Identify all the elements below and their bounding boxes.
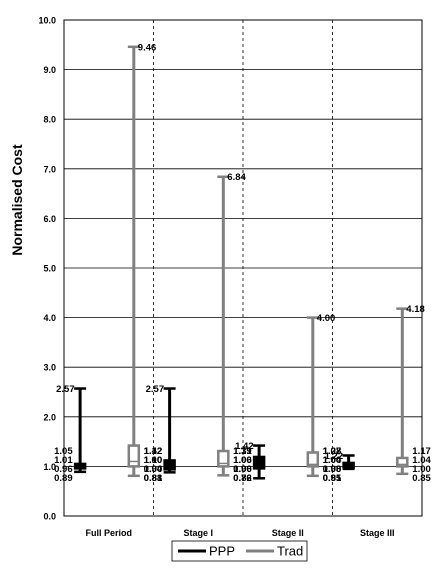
data-label: 0.96 — [233, 464, 252, 475]
data-label: 1.00 — [233, 455, 252, 466]
box-ppp — [342, 454, 355, 471]
box-ppp — [163, 387, 176, 474]
box-iqr — [396, 456, 409, 468]
data-label: 0.98 — [323, 464, 342, 475]
y-tick-label: 0.0 — [43, 512, 56, 522]
y-tick-label: 10.0 — [38, 16, 56, 26]
data-label: 1.42 — [144, 446, 163, 457]
data-label: 1.04 — [323, 455, 342, 466]
plot-frame — [63, 19, 423, 517]
box-iqr — [252, 455, 266, 470]
data-label: 0.96 — [54, 464, 73, 475]
data-label-max: 4.00 — [317, 313, 336, 324]
box-trad — [127, 45, 141, 478]
box-trad — [396, 307, 409, 476]
data-label: 0.81 — [144, 473, 163, 484]
data-label-max: 9.46 — [138, 42, 157, 53]
category-label: Stage II — [272, 528, 304, 538]
data-label: 1.07 — [323, 446, 342, 457]
data-label: 1.19 — [233, 446, 252, 457]
data-label: 1.31 — [233, 446, 252, 457]
legend: PPP Trad — [171, 540, 308, 562]
data-label: 0.89 — [54, 473, 73, 484]
y-tick-label: 4.0 — [43, 313, 56, 323]
box-iqr — [163, 459, 176, 471]
data-label-max: 1.42 — [235, 441, 254, 452]
data-label-max: 6.84 — [227, 172, 246, 183]
data-label: 1.10 — [144, 455, 163, 466]
data-label: 1.00 — [144, 455, 163, 466]
legend-entry: PPP — [209, 544, 235, 559]
data-label: 1.00 — [323, 455, 342, 466]
data-label: 1.12 — [144, 446, 163, 457]
box-series — [73, 45, 409, 480]
y-tick-labels: 0.0 1.0 2.0 3.0 4.0 5.0 6.0 7.0 8.0 9.0 10.0 — [38, 16, 56, 522]
category-label: Stage III — [360, 528, 395, 538]
y-tick-label: 8.0 — [43, 115, 56, 125]
category-dividers — [153, 20, 333, 516]
data-label: 1.00 — [233, 464, 252, 475]
data-label: 1.00 — [144, 464, 163, 475]
y-tick-label: 7.0 — [43, 164, 56, 174]
y-tick-label: 1.0 — [43, 462, 56, 472]
box-trad — [217, 175, 230, 477]
data-label: 1.00 — [323, 464, 342, 475]
y-tick-label: 5.0 — [43, 264, 56, 274]
y-tick-label: 9.0 — [43, 65, 56, 75]
box-trad — [306, 316, 320, 478]
data-label: 1.28 — [323, 446, 342, 457]
data-label-max: 2.57 — [146, 384, 165, 395]
box-iqr — [306, 451, 320, 468]
data-label-max: 1.22 — [325, 451, 344, 462]
data-label: 0.81 — [323, 473, 342, 484]
box-ppp — [73, 387, 87, 474]
category-label: Full Period — [85, 528, 132, 538]
data-label: 0.76 — [233, 473, 252, 484]
legend-entry: Trad — [277, 544, 303, 559]
box-iqr — [217, 449, 230, 468]
category-label: Stage I — [183, 528, 213, 538]
y-tick-label: 3.0 — [43, 363, 56, 373]
y-tick-label: 6.0 — [43, 214, 56, 224]
data-label: 0.82 — [233, 473, 252, 484]
data-label: 0.88 — [144, 473, 163, 484]
data-label: 0.95 — [323, 473, 342, 484]
box-iqr — [342, 461, 355, 469]
box-ppp — [252, 444, 266, 480]
box-iqr — [127, 444, 141, 468]
data-label-max: 4.18 — [406, 304, 425, 315]
y-axis-label: Normalised Cost — [9, 144, 25, 256]
data-label-max: 2.57 — [56, 384, 75, 395]
y-tick-label: 2.0 — [43, 412, 56, 422]
data-label: 1.06 — [233, 455, 252, 466]
legend-frame — [171, 540, 308, 562]
data-label: 0.94 — [144, 464, 163, 475]
category-labels: Full Period Stage I Stage II Stage III — [85, 528, 394, 538]
